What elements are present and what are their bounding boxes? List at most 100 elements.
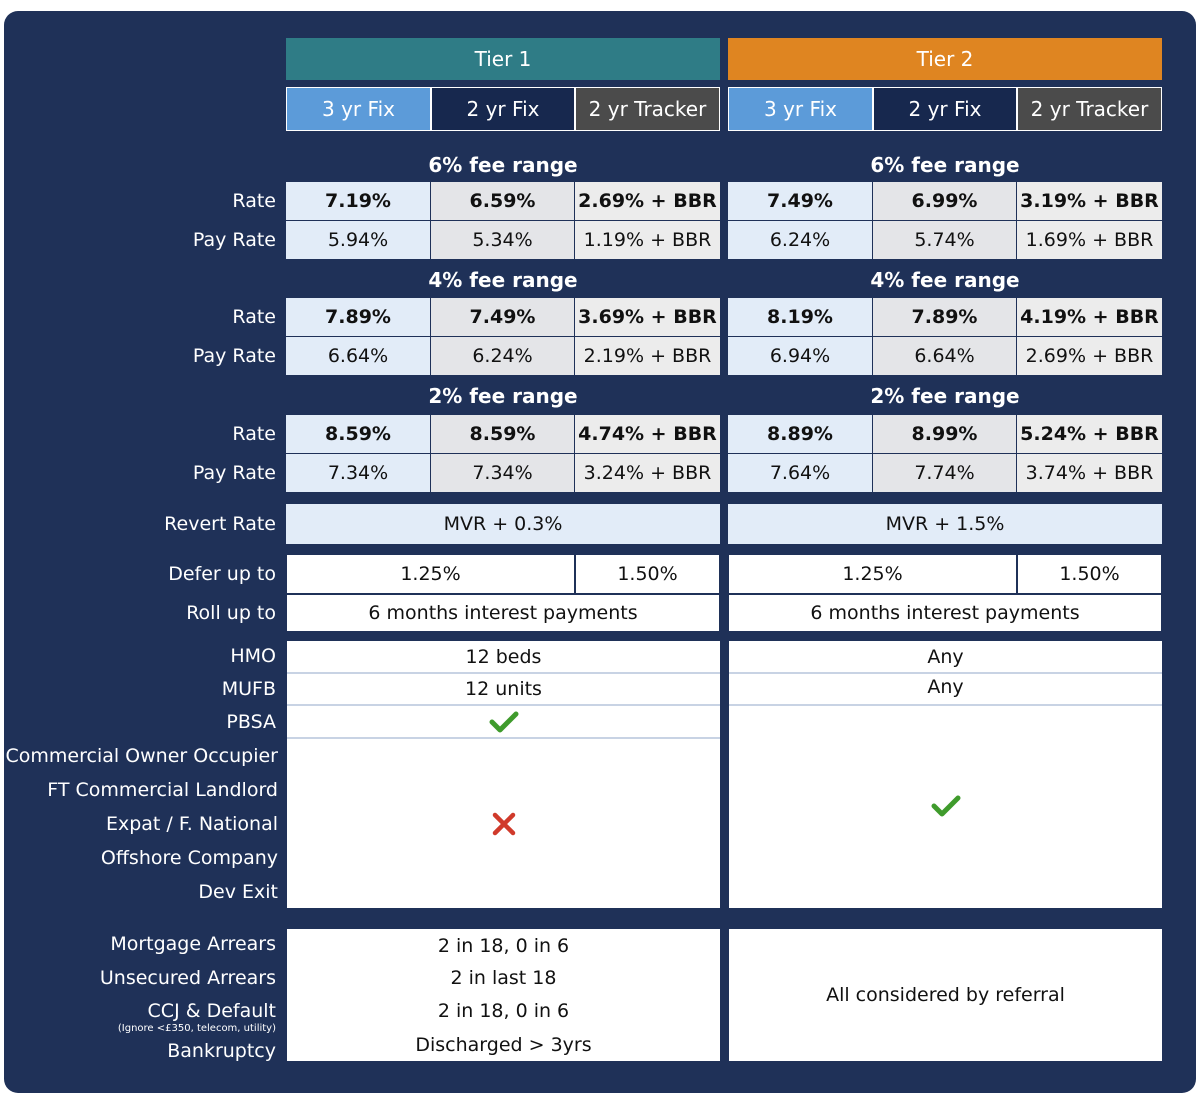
ccj-note: (Ignore <£350, telecom, utility) [117, 1022, 276, 1034]
tier-1-header: Tier 1 [286, 38, 720, 80]
tier-2-arrears-all: All considered by referral [826, 984, 1065, 1006]
tier-2-header: Tier 2 [728, 38, 1162, 80]
rate-cell: 6.99% [873, 182, 1016, 220]
tier-1-fee-range-6: 6% fee range [428, 153, 578, 177]
rate-cell: 8.59% [431, 415, 574, 453]
check-icon [489, 711, 518, 732]
tier-1-revert-rate: MVR + 0.3% [286, 504, 720, 544]
pay-rate-cell: 3.74% + BBR [1017, 454, 1162, 492]
pay-rate-cell: 6.64% [873, 337, 1016, 375]
row-divider [729, 672, 1162, 674]
rate-cell: 7.89% [286, 298, 430, 336]
pay-rate-cell: 7.64% [728, 454, 872, 492]
rate-cell: 5.24% + BBR [1017, 415, 1162, 453]
pay-rate-cell: 6.64% [286, 337, 430, 375]
rate-cell: 3.69% + BBR [575, 298, 720, 336]
pay-rate-cell: 1.69% + BBR [1017, 221, 1162, 259]
pbsa-label: PBSA [226, 711, 276, 733]
tier-1-mortgage-arrears: 2 in 18, 0 in 6 [437, 935, 570, 957]
tier-2-title: Tier 2 [916, 47, 974, 71]
tier-1-ccj: 2 in 18, 0 in 6 [437, 1000, 570, 1022]
tier-1-title: Tier 1 [474, 47, 532, 71]
ccj-label: CCJ & Default [147, 1000, 276, 1022]
ft-commercial-label: FT Commercial Landlord [47, 779, 278, 801]
tier-2-roll-up: 6 months interest payments [728, 594, 1162, 632]
tier-2-defer-cell: 1.25% [728, 554, 1017, 594]
pay-rate-cell: 5.94% [286, 221, 430, 259]
tier-1-credit-box [287, 929, 720, 1061]
rate-label: Rate [232, 190, 276, 212]
tier-2-other-types [729, 706, 1162, 906]
pay-rate-cell: 6.94% [728, 337, 872, 375]
pay-rate-cell: 2.69% + BBR [1017, 337, 1162, 375]
rate-cell: 3.19% + BBR [1017, 182, 1162, 220]
pay-rate-cell: 7.34% [431, 454, 574, 492]
expat-label: Expat / F. National [105, 813, 278, 835]
offshore-label: Offshore Company [100, 847, 278, 869]
pay-rate-label: Pay Rate [192, 229, 276, 251]
rate-label: Rate [232, 423, 276, 445]
tier-1-roll-up: 6 months interest payments [286, 594, 720, 632]
tier-1-unsecured-arrears: 2 in last 18 [450, 967, 557, 989]
rate-cell: 6.59% [431, 182, 574, 220]
tier-1-defer-cell: 1.25% [286, 554, 575, 594]
row-divider [729, 704, 1162, 706]
rate-cell: 8.89% [728, 415, 872, 453]
mufb-label: MUFB [221, 678, 276, 700]
hmo-label: HMO [230, 645, 276, 667]
tier-1-other-types [287, 739, 720, 908]
rate-cell: 7.19% [286, 182, 430, 220]
mortgage-arrears-label: Mortgage Arrears [110, 933, 276, 955]
rate-cell: 8.59% [286, 415, 430, 453]
tier-1-pbsa-check [287, 706, 720, 737]
bankruptcy-label: Bankruptcy [167, 1040, 276, 1062]
rate-cell: 7.49% [728, 182, 872, 220]
dev-exit-label: Dev Exit [198, 881, 278, 903]
check-icon [931, 795, 960, 817]
roll-up-label: Roll up to [186, 602, 276, 624]
tier-1-fee-range-4: 4% fee range [428, 268, 578, 292]
tier-1-fee-range-2: 2% fee range [428, 384, 578, 408]
tier-2-revert-rate: MVR + 1.5% [728, 504, 1162, 544]
pay-rate-label: Pay Rate [192, 345, 276, 367]
tier-1-product-2yr-tracker: 2 yr Tracker [575, 87, 720, 131]
tier-2-product-3yr-fix: 3 yr Fix [728, 87, 873, 131]
pay-rate-cell: 6.24% [431, 337, 574, 375]
rate-cell: 7.89% [873, 298, 1016, 336]
pay-rate-cell: 5.34% [431, 221, 574, 259]
tier-1-defer-cell: 1.50% [575, 554, 720, 594]
unsecured-arrears-label: Unsecured Arrears [99, 967, 276, 989]
tier-2-property-box [729, 641, 1162, 908]
cross-icon [492, 812, 515, 835]
tier-2-credit-box: All considered by referral [729, 929, 1162, 1061]
tier-2-fee-range-2: 2% fee range [870, 384, 1020, 408]
rate-cell: 7.49% [431, 298, 574, 336]
pay-rate-cell: 6.24% [728, 221, 872, 259]
tier-2-hmo: Any [927, 645, 964, 668]
tier-2-fee-range-4: 4% fee range [870, 268, 1020, 292]
rate-cell: 4.74% + BBR [575, 415, 720, 453]
pay-rate-cell: 1.19% + BBR [575, 221, 720, 259]
tier-1-hmo: 12 beds [465, 645, 542, 668]
tier-1-product-2yr-fix: 2 yr Fix [431, 87, 575, 131]
pay-rate-cell: 7.74% [873, 454, 1016, 492]
tier-2-product-2yr-tracker: 2 yr Tracker [1017, 87, 1162, 131]
tier-1-mufb: 12 units [465, 678, 542, 700]
pay-rate-cell: 2.19% + BBR [575, 337, 720, 375]
row-divider [287, 672, 720, 674]
row-divider [287, 704, 720, 706]
tier-1-property-box [287, 641, 720, 908]
pay-rate-cell: 5.74% [873, 221, 1016, 259]
tier-1-product-3yr-fix: 3 yr Fix [286, 87, 431, 131]
tier-2-fee-range-6: 6% fee range [870, 153, 1020, 177]
pay-rate-label: Pay Rate [192, 462, 276, 484]
rate-cell: 2.69% + BBR [575, 182, 720, 220]
rate-cell: 8.99% [873, 415, 1016, 453]
pay-rate-cell: 7.34% [286, 454, 430, 492]
tier-1-bankruptcy: Discharged > 3yrs [415, 1034, 592, 1056]
tier-2-defer-cell: 1.50% [1017, 554, 1162, 594]
rate-cell: 8.19% [728, 298, 872, 336]
rate-label: Rate [232, 306, 276, 328]
tier-2-mufb: Any [927, 676, 964, 698]
pay-rate-cell: 3.24% + BBR [575, 454, 720, 492]
